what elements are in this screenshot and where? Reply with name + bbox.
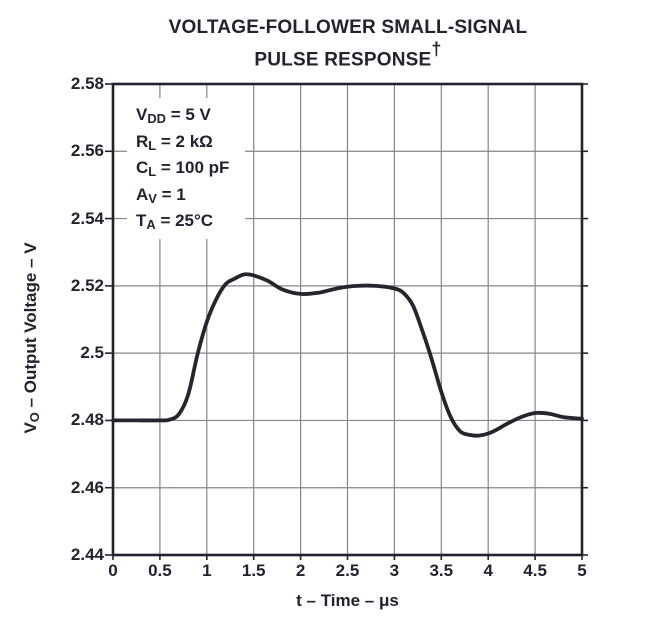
condition-value: = 2 kΩ [156, 131, 213, 151]
response-curve [111, 272, 584, 438]
dagger-footnote-marker: † [431, 38, 442, 59]
condition-line: RL = 2 kΩ [136, 129, 229, 156]
plot-border [111, 82, 584, 557]
condition-subscript: V [148, 190, 157, 206]
condition-symbol: T [136, 211, 147, 230]
chart-title-line2: PULSE RESPONSE† [254, 38, 442, 71]
chart-title-line1: VOLTAGE-FOLLOWER SMALL-SIGNAL [168, 17, 528, 38]
chart-title: VOLTAGE-FOLLOWER SMALL-SIGNAL PULSE RESP… [93, 15, 603, 72]
condition-line: TA = 25°C [136, 208, 229, 235]
condition-value: = 1 [156, 184, 186, 204]
condition-subscript: L [148, 163, 157, 179]
condition-line: AV = 1 [136, 182, 229, 209]
condition-line: VDD = 5 V [136, 102, 229, 129]
test-conditions-box: VDD = 5 V RL = 2 kΩ CL = 100 pF AV = 1 TA = … [127, 98, 246, 239]
condition-value: = 5 V [166, 105, 211, 124]
condition-value: = 25°C [155, 211, 214, 230]
condition-symbol: C [136, 158, 149, 177]
condition-subscript: A [146, 216, 156, 232]
condition-subscript: DD [147, 110, 166, 126]
condition-line: CL = 100 pF [136, 155, 229, 182]
condition-symbol: V [136, 105, 148, 124]
condition-symbol: R [136, 131, 149, 151]
condition-subscript: L [148, 137, 157, 153]
condition-value: = 100 pF [156, 158, 230, 177]
condition-symbol: A [136, 184, 149, 204]
